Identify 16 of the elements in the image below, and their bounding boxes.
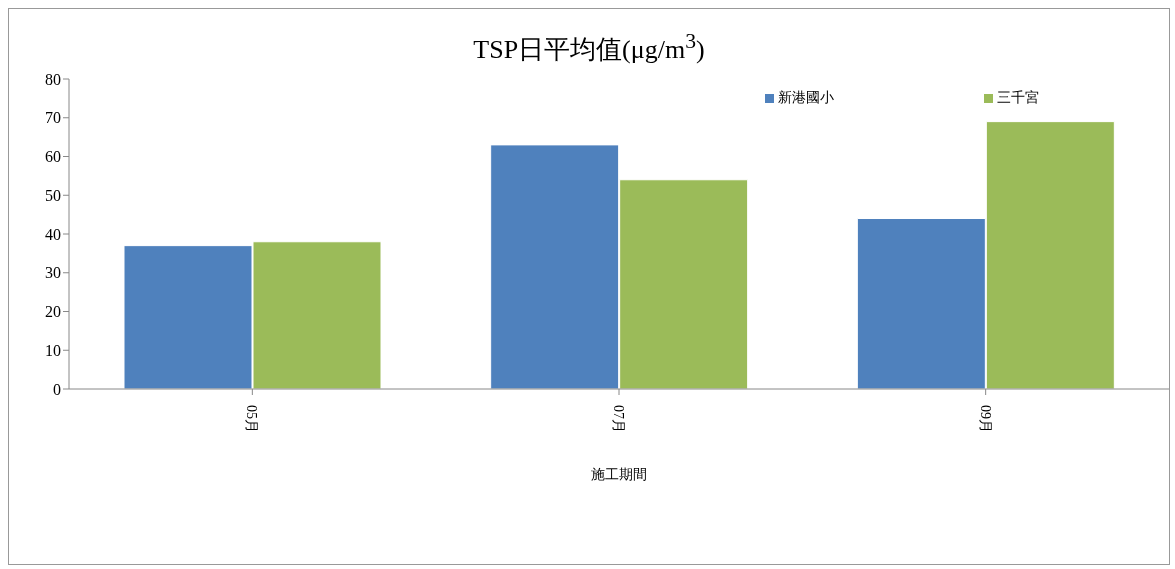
legend-label: 新港國小 <box>778 89 834 107</box>
y-tick-label: 70 <box>45 109 61 127</box>
x-axis-title: 施工期間 <box>591 467 647 482</box>
y-tick-label: 50 <box>45 186 61 204</box>
y-tick-label: 30 <box>45 264 61 282</box>
x-tick-label: 07月 <box>611 405 626 433</box>
x-tick-label: 09月 <box>977 405 993 433</box>
y-tick-label: 0 <box>53 380 61 398</box>
y-tick-label: 60 <box>45 148 61 166</box>
y-tick-label: 10 <box>45 341 61 359</box>
legend-label: 三千宮 <box>997 89 1039 107</box>
y-tick-label: 20 <box>45 303 61 321</box>
y-tick-label: 80 <box>45 70 61 88</box>
x-tick-label: 05月 <box>244 405 260 433</box>
chart-title: TSP日平均值(μg/m$^{3}$) <box>472 29 706 66</box>
y-tick-label: 40 <box>45 225 61 243</box>
